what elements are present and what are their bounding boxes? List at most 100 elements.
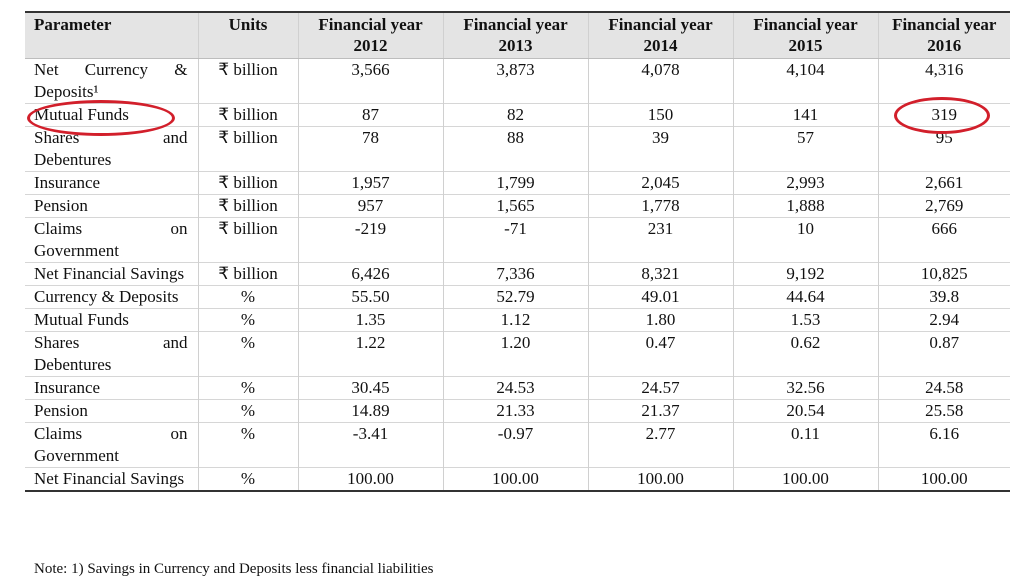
row-value: 14.89 <box>297 399 443 423</box>
row-parameter: Shares and Debentures <box>34 333 188 374</box>
table-row: Currency & Deposits% 55.50 52.79 49.01 44.64… <box>25 285 1010 309</box>
table-row: Insurance ₹ billion 1,957 1,799 2,045 2,993 2,… <box>25 171 1010 195</box>
row-value: 10 <box>732 217 878 263</box>
row-value: 2.77 <box>587 422 733 468</box>
highlight-circle-mutual-funds <box>27 100 175 136</box>
row-value: -3.41 <box>297 422 443 468</box>
column-header: Financial year 2016 <box>877 11 1010 59</box>
row-unit: ₹ billion <box>197 103 298 127</box>
row-value: 1,778 <box>587 194 733 218</box>
row-value: 0.47 <box>587 331 733 377</box>
row-value: 20.54 <box>732 399 878 423</box>
row-value: 1,565 <box>442 194 588 218</box>
row-value: 3,873 <box>442 58 588 104</box>
row-value: 32.56 <box>732 376 878 400</box>
row-value: 1.12 <box>442 308 588 332</box>
row-value: 21.37 <box>587 399 733 423</box>
row-value: -219 <box>297 217 443 263</box>
row-value: 0.62 <box>732 331 878 377</box>
table-row: Shares and Debentures ₹ billion 78 88 39 57 95 <box>25 126 1010 172</box>
row-unit: % <box>197 422 298 468</box>
row-value: 30.45 <box>297 376 443 400</box>
row-unit: ₹ billion <box>197 262 298 286</box>
row-value: 1,799 <box>442 171 588 195</box>
table-row: Insurance% 30.45 24.53 24.57 32.56 24.58 <box>25 376 1010 400</box>
table-header-row: Parameter Units Financial year 2012 Financi… <box>25 11 1010 59</box>
column-header: Units <box>197 11 298 59</box>
row-parameter: Pension <box>34 401 88 420</box>
table-row: Claims on Government ₹ billion -219 -71 231 1… <box>25 217 1010 263</box>
row-value: -0.97 <box>442 422 588 468</box>
row-value: 88 <box>442 126 588 172</box>
row-unit: ₹ billion <box>197 217 298 263</box>
row-value: 39 <box>587 126 733 172</box>
row-parameter: Net Currency & Deposits¹ <box>34 60 188 101</box>
row-value: 7,336 <box>442 262 588 286</box>
row-value: 2.94 <box>877 308 1010 332</box>
row-value: 1.35 <box>297 308 443 332</box>
row-parameter: Mutual Funds <box>34 310 129 329</box>
footnote: Note: 1) Savings in Currency and Deposit… <box>34 561 434 577</box>
row-parameter: Currency & Deposits <box>34 287 179 306</box>
row-value: 1.53 <box>732 308 878 332</box>
row-parameter: Claims on Government <box>34 219 188 260</box>
row-value: 21.33 <box>442 399 588 423</box>
row-value: 4,316 <box>877 58 1010 104</box>
row-parameter: Insurance <box>34 173 101 192</box>
row-value: 100.00 <box>877 467 1010 491</box>
row-value: 2,993 <box>732 171 878 195</box>
row-value: 6,426 <box>297 262 443 286</box>
row-unit: % <box>197 467 298 491</box>
table-row: Claims on Government% -3.41 -0.97 2.77 0.11 6… <box>25 422 1010 468</box>
savings-table: Parameter Units Financial year 2012 Financi… <box>25 11 1010 492</box>
row-value: 3,566 <box>297 58 443 104</box>
highlight-circle-319 <box>894 97 990 134</box>
column-header: Parameter <box>25 11 198 59</box>
column-header: Financial year 2015 <box>732 11 878 59</box>
table-row: Mutual Funds% 1.35 1.12 1.80 1.53 2.94 <box>25 308 1010 332</box>
row-parameter: Claims on Government <box>34 424 188 465</box>
row-unit: ₹ billion <box>197 126 298 172</box>
row-value: 52.79 <box>442 285 588 309</box>
table-row: Shares and Debentures% 1.22 1.20 0.47 0.62 0.… <box>25 331 1010 377</box>
table-row: Net Currency & Deposits¹ ₹ billion 3,566 3,… <box>25 58 1010 104</box>
row-unit: % <box>197 376 298 400</box>
row-value: 10,825 <box>877 262 1010 286</box>
row-value: 8,321 <box>587 262 733 286</box>
row-value: 9,192 <box>732 262 878 286</box>
row-unit: ₹ billion <box>197 171 298 195</box>
row-parameter: Net Financial Savings <box>34 469 185 488</box>
column-header: Financial year 2014 <box>587 11 733 59</box>
row-value: 1.20 <box>442 331 588 377</box>
row-value: 4,104 <box>732 58 878 104</box>
row-value: 25.58 <box>877 399 1010 423</box>
row-value: 100.00 <box>442 467 588 491</box>
row-value: 2,661 <box>877 171 1010 195</box>
row-unit: % <box>197 308 298 332</box>
table-row: Pension% 14.89 21.33 21.37 20.54 25.58 <box>25 399 1010 423</box>
row-value: 2,045 <box>587 171 733 195</box>
row-value: 49.01 <box>587 285 733 309</box>
row-value: 0.87 <box>877 331 1010 377</box>
row-value: 24.53 <box>442 376 588 400</box>
row-value: 39.8 <box>877 285 1010 309</box>
row-value: 6.16 <box>877 422 1010 468</box>
row-parameter: Insurance <box>34 378 101 397</box>
row-value: 55.50 <box>297 285 443 309</box>
row-unit: ₹ billion <box>197 58 298 104</box>
row-value: 1.80 <box>587 308 733 332</box>
row-value: 100.00 <box>587 467 733 491</box>
row-value: 24.57 <box>587 376 733 400</box>
row-parameter: Net Financial Savings <box>34 264 185 283</box>
row-unit: % <box>197 285 298 309</box>
table-row: Net Financial Savings% 100.00 100.00 100.00… <box>25 467 1010 491</box>
row-value: 957 <box>297 194 443 218</box>
row-value: 4,078 <box>587 58 733 104</box>
row-value: 1,957 <box>297 171 443 195</box>
row-value: -71 <box>442 217 588 263</box>
row-value: 44.64 <box>732 285 878 309</box>
row-value: 78 <box>297 126 443 172</box>
row-value: 141 <box>732 103 878 127</box>
row-unit: % <box>197 331 298 377</box>
row-value: 666 <box>877 217 1010 263</box>
